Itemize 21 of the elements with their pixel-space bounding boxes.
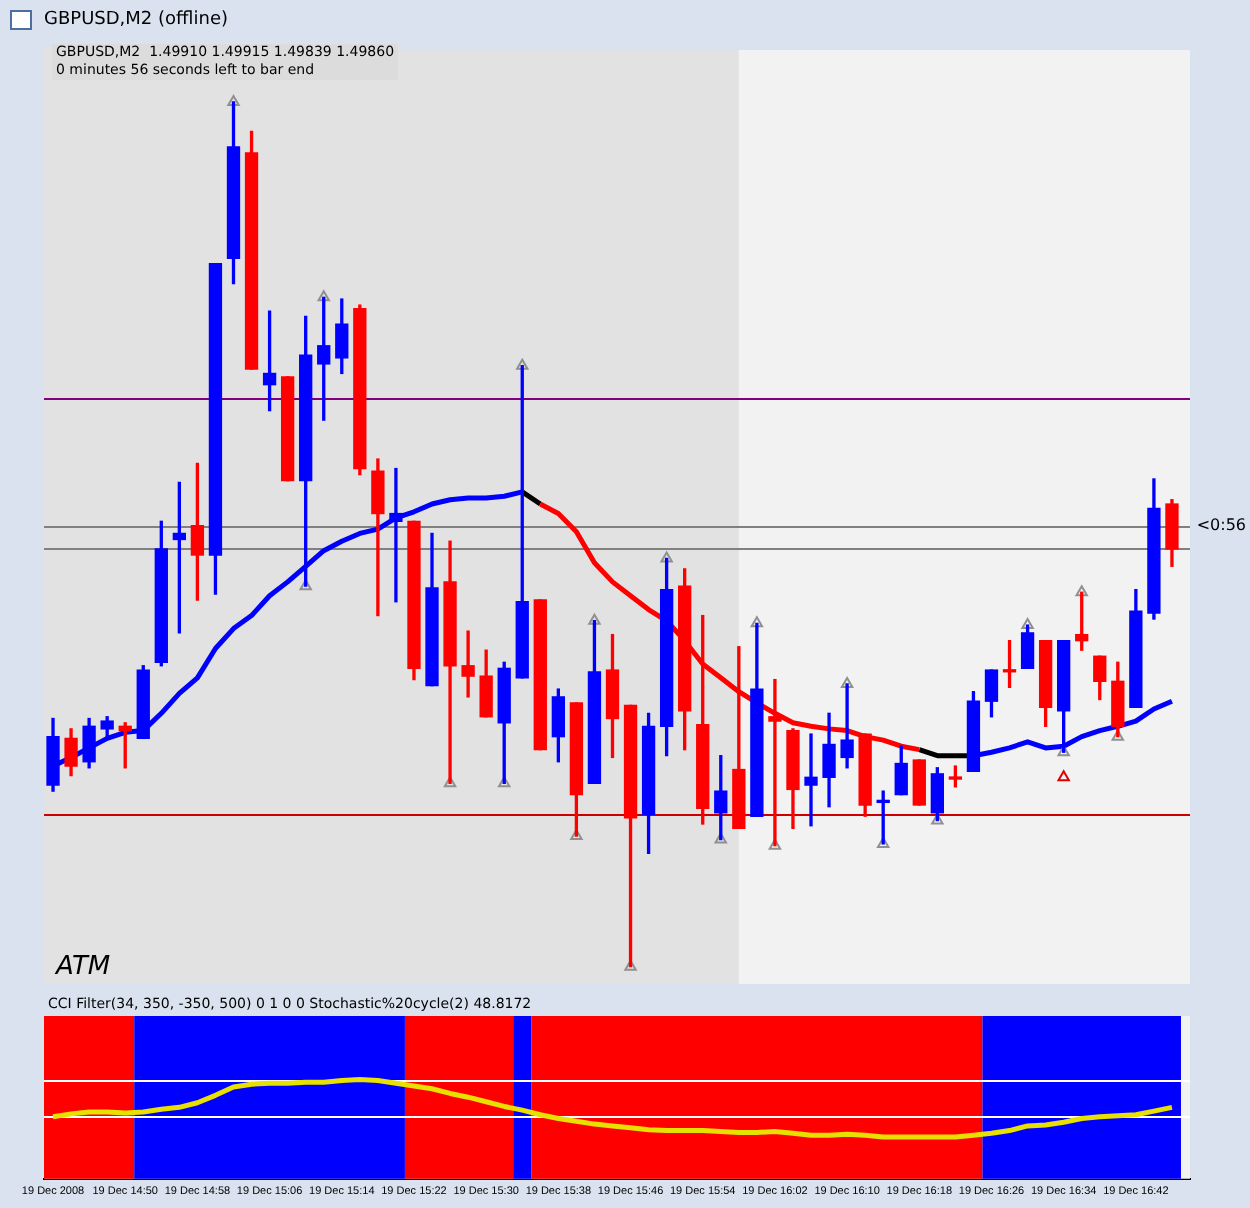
chart-title: GBPUSD,M2 (offline): [42, 8, 230, 34]
point: [840, 676, 854, 688]
point: [1075, 585, 1088, 597]
candlestick: [280, 376, 295, 482]
point: [588, 613, 601, 625]
point: [768, 838, 782, 850]
point: [317, 290, 330, 302]
point: [1057, 770, 1070, 782]
point: [516, 358, 529, 370]
point: [660, 551, 673, 563]
point: [1021, 618, 1034, 630]
candlestick: [912, 759, 926, 806]
point: [750, 616, 764, 628]
candlestick: [533, 599, 547, 751]
point: [1111, 729, 1125, 741]
annotation: ATM: [56, 952, 111, 982]
candlestick: [948, 765, 963, 788]
point: [227, 94, 240, 106]
text: <0:56: [1196, 516, 1246, 534]
point: [570, 829, 583, 841]
point: [443, 776, 457, 788]
